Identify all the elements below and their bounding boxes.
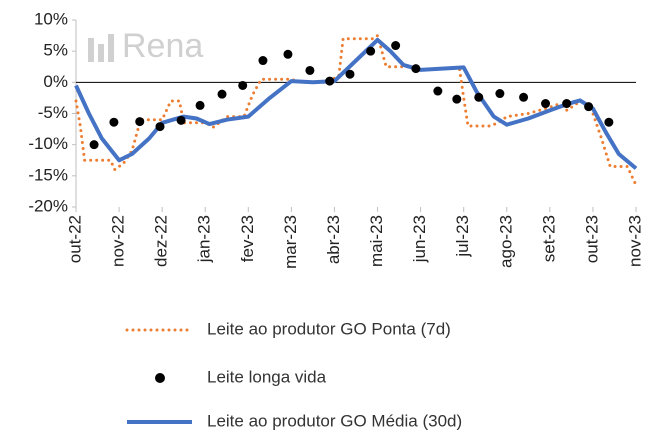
marker — [541, 99, 551, 109]
x-tick-label: set-23 — [539, 215, 558, 262]
marker — [604, 117, 614, 127]
x-tick-label: ago-23 — [496, 215, 515, 268]
y-tick-label: -15% — [28, 165, 68, 184]
y-tick-label: 10% — [34, 9, 68, 28]
marker — [366, 46, 376, 56]
marker — [452, 94, 462, 104]
x-tick-label: nov-22 — [109, 215, 128, 267]
marker — [584, 102, 594, 112]
y-tick-label: 5% — [43, 41, 68, 60]
legend-label: Leite ao produtor GO Ponta (7d) — [207, 319, 451, 338]
marker — [305, 65, 315, 75]
x-tick-label: jul-23 — [453, 215, 472, 258]
y-tick-label: -20% — [28, 196, 68, 215]
x-tick-label: fev-23 — [238, 215, 257, 262]
logo-bar — [98, 44, 104, 62]
x-tick-label: dez-22 — [152, 215, 171, 267]
legend-label: Leite longa vida — [207, 367, 327, 386]
marker — [562, 99, 572, 109]
marker — [325, 76, 335, 86]
marker — [474, 92, 484, 102]
logo-bar — [108, 34, 114, 62]
legend-marker — [155, 373, 165, 383]
marker — [391, 41, 401, 51]
marker — [411, 64, 421, 74]
x-tick-label: nov-23 — [625, 215, 644, 267]
y-tick-label: -10% — [28, 134, 68, 153]
marker — [89, 140, 99, 150]
marker — [283, 49, 293, 59]
x-tick-label: out-23 — [582, 215, 601, 263]
marker — [433, 86, 443, 96]
marker — [195, 100, 205, 110]
x-tick-label: abr-23 — [324, 215, 343, 264]
x-tick-label: out-22 — [65, 215, 84, 263]
marker — [495, 89, 505, 99]
x-tick-label: jun-23 — [410, 215, 429, 263]
marker — [217, 89, 227, 99]
series-line — [74, 33, 638, 187]
x-tick-label: mar-23 — [281, 215, 300, 269]
marker — [519, 92, 529, 102]
logo-bar — [88, 38, 94, 62]
y-tick-label: 0% — [43, 72, 68, 91]
legend-label: Leite ao produtor GO Média (30d) — [207, 411, 462, 430]
marker — [258, 56, 268, 66]
watermark-logo — [88, 34, 114, 62]
marker — [109, 117, 119, 127]
marker — [238, 80, 248, 90]
x-tick-label: mai-23 — [367, 215, 386, 267]
x-tick-label: jan-23 — [195, 215, 214, 263]
watermark: Rena — [122, 27, 203, 65]
y-tick-label: -5% — [38, 103, 68, 122]
marker — [345, 69, 355, 79]
marker — [135, 117, 145, 127]
marker — [155, 122, 165, 132]
marker — [176, 115, 186, 125]
